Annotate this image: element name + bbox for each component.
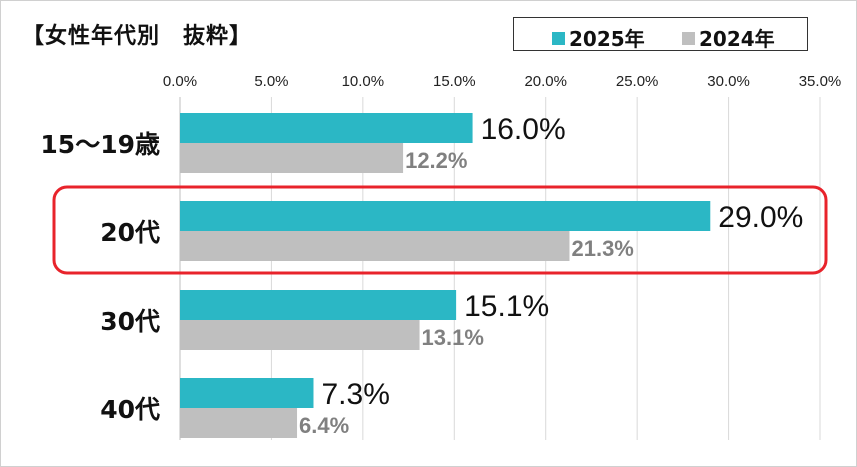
bar-2024 — [180, 143, 404, 173]
data-label-2024: 13.1% — [422, 325, 484, 350]
legend-label-2024: 2024年 — [699, 27, 775, 51]
legend-swatch-2024 — [682, 32, 695, 45]
data-label-2025: 15.1% — [464, 290, 549, 323]
chart-title: 【女性年代別 抜粋】 — [22, 24, 253, 49]
x-tick-label: 25.0% — [616, 73, 659, 90]
highlight-box — [52, 185, 828, 275]
legend: 2025年 2024年 — [513, 17, 808, 51]
bar-2024 — [180, 408, 298, 438]
x-tick-label: 0.0% — [163, 73, 197, 90]
category-label: 15～19歳 — [40, 130, 160, 159]
category-label: 20代 — [100, 218, 160, 247]
bar-2025 — [180, 290, 457, 320]
x-tick-label: 35.0% — [799, 73, 842, 90]
bar-2025 — [180, 113, 473, 143]
legend-item-2024: 2024年 — [682, 23, 775, 51]
legend-item-2025: 2025年 — [552, 23, 645, 51]
bar-2024 — [180, 320, 420, 350]
bar-2025 — [180, 378, 314, 408]
x-tick-label: 5.0% — [254, 73, 288, 90]
data-label-2025: 7.3% — [321, 378, 389, 411]
x-tick-label: 10.0% — [342, 73, 385, 90]
x-tick-label: 20.0% — [524, 73, 567, 90]
legend-swatch-2025 — [552, 32, 565, 45]
bar-2024 — [180, 231, 570, 261]
bar-2025 — [180, 201, 711, 231]
x-tick-label: 30.0% — [707, 73, 750, 90]
data-label-2024: 6.4% — [299, 413, 349, 438]
data-label-2025: 16.0% — [481, 113, 566, 146]
x-tick-label: 15.0% — [433, 73, 476, 90]
data-label-2024: 12.2% — [405, 148, 467, 173]
category-label: 40代 — [100, 395, 160, 424]
data-label-2025: 29.0% — [718, 201, 803, 234]
category-label: 30代 — [100, 307, 160, 336]
data-label-2024: 21.3% — [571, 236, 633, 261]
legend-label-2025: 2025年 — [569, 27, 645, 51]
